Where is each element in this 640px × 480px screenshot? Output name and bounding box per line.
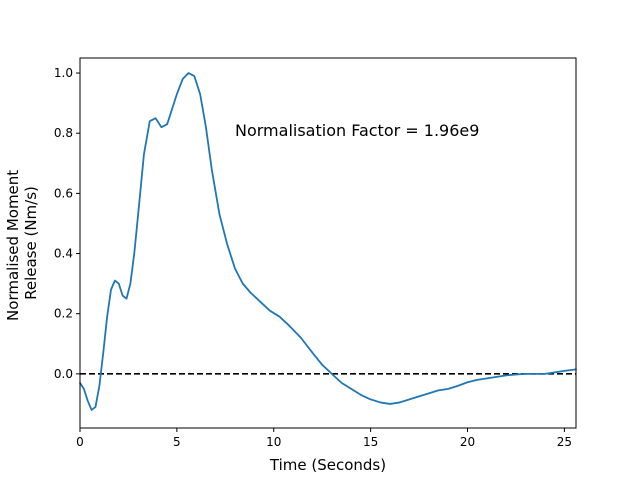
y-tick-label: 0.8 <box>54 126 73 140</box>
y-tick-label: 0.0 <box>54 367 73 381</box>
normalisation-factor-annotation: Normalisation Factor = 1.96e9 <box>235 121 479 140</box>
y-axis-label-line-2: Release (Nm/s) <box>22 186 40 300</box>
y-tick-label: 0.4 <box>54 247 73 261</box>
y-tick-label: 0.2 <box>54 307 73 321</box>
plot-frame <box>79 57 577 429</box>
x-tick-label: 0 <box>76 435 84 449</box>
y-axis-ticks: 0.0 0.2 0.4 0.6 0.8 1.0 <box>54 66 80 381</box>
y-axis-label-line-1: Normalised Moment <box>4 170 22 321</box>
y-tick-label: 1.0 <box>54 66 73 80</box>
x-tick-label: 20 <box>460 435 475 449</box>
y-axis-label: Normalised Moment Release (Nm/s) <box>4 165 40 321</box>
x-tick-label: 5 <box>173 435 181 449</box>
x-tick-label: 15 <box>363 435 378 449</box>
x-tick-label: 10 <box>266 435 281 449</box>
y-tick-label: 0.6 <box>54 186 73 200</box>
series-line-0 <box>79 72 577 411</box>
x-axis-ticks: 0 5 10 15 20 25 <box>76 428 572 449</box>
x-axis-label: Time (Seconds) <box>269 456 386 474</box>
x-tick-label: 25 <box>557 435 572 449</box>
plot-area <box>79 72 577 411</box>
